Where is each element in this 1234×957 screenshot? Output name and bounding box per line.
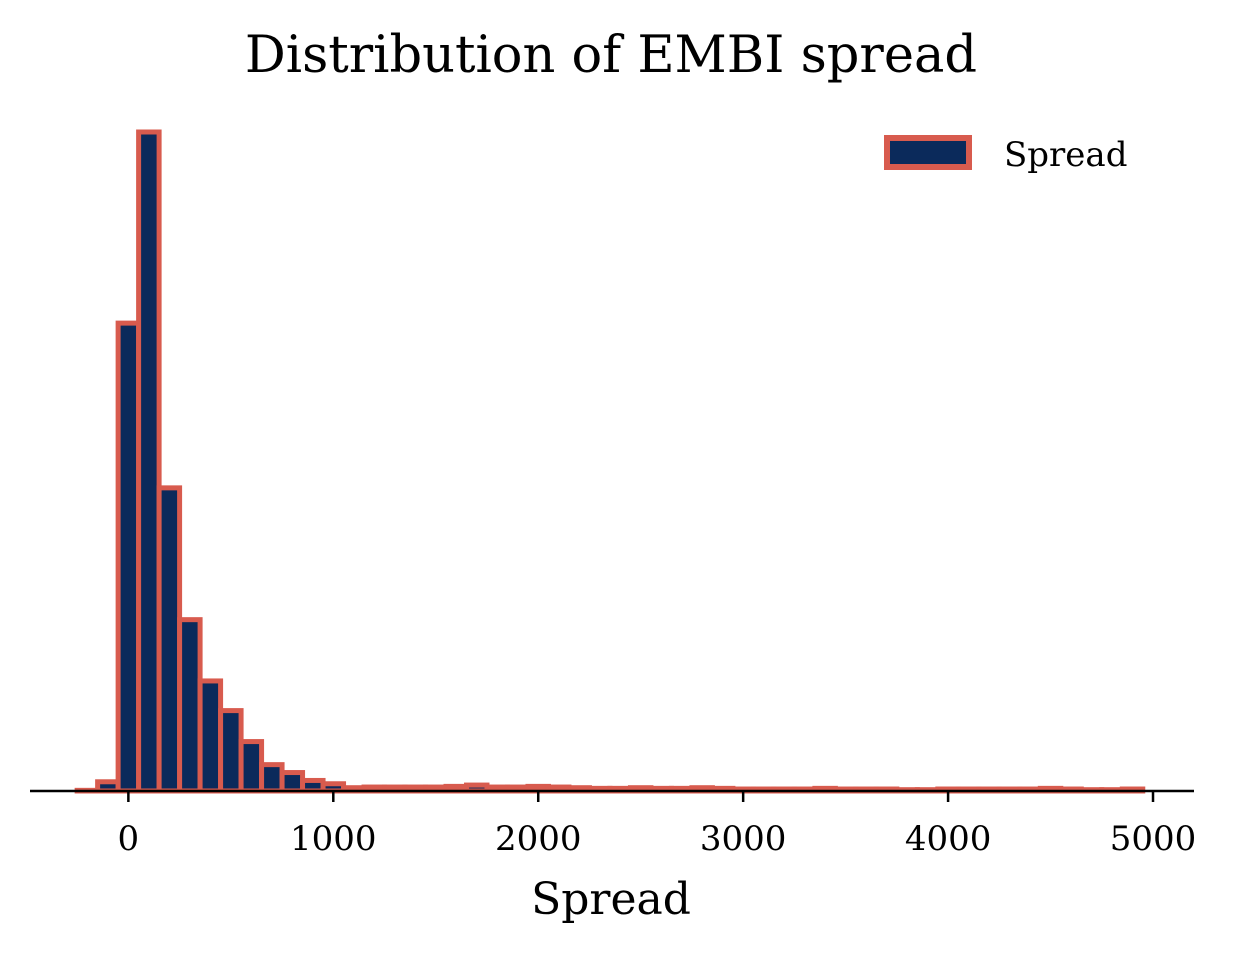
chart-title: Distribution of EMBI spread <box>245 26 977 85</box>
x-axis-label: Spread <box>531 874 691 925</box>
histogram-bar <box>177 617 203 794</box>
x-ticks-layer: 0 1000 2000 3000 4000 5000 <box>118 791 1197 859</box>
x-tick-label: 3000 <box>700 819 787 859</box>
histogram-bar <box>279 770 306 794</box>
histogram-bar <box>136 129 162 794</box>
histogram-bar <box>218 708 244 794</box>
histogram-bar <box>156 485 183 794</box>
bars-layer <box>74 129 1146 794</box>
x-tick-label: 4000 <box>905 819 992 859</box>
histogram-bar <box>300 777 326 794</box>
histogram-bar <box>238 739 265 794</box>
histogram-bar <box>95 779 121 794</box>
histogram-bar <box>115 320 142 794</box>
histogram-bar <box>259 762 285 794</box>
legend-swatch-spread <box>884 135 972 170</box>
x-tick-label: 0 <box>118 819 140 859</box>
x-tick-label: 5000 <box>1110 819 1197 859</box>
legend: Spread <box>884 135 1127 175</box>
x-tick-label: 2000 <box>495 819 582 859</box>
x-tick-label: 1000 <box>290 819 377 859</box>
histogram-bar <box>197 678 224 794</box>
legend-label-spread: Spread <box>1004 135 1127 175</box>
